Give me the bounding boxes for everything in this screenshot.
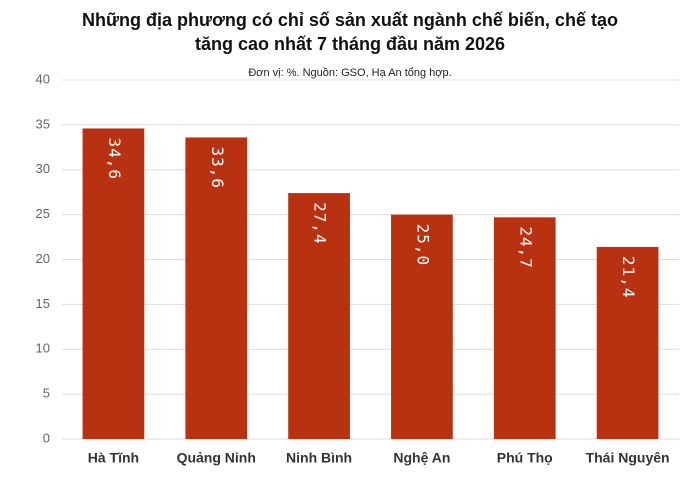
bar: [288, 193, 350, 439]
y-tick-label: 15: [36, 296, 50, 311]
y-tick-label: 5: [43, 386, 50, 401]
x-tick-label: Thái Nguyên: [586, 450, 670, 466]
y-tick-label: 10: [36, 341, 50, 356]
chart-title: tăng cao nhất 7 tháng đầu năm 2026: [195, 34, 505, 54]
bar: [82, 128, 145, 439]
value-label: 27,4: [311, 202, 330, 245]
value-label: 24,7: [516, 226, 535, 269]
chart-subtitle: Đơn vị: %. Nguồn: GSO, Hạ An tổng hợp.: [248, 67, 451, 79]
x-tick-label: Ninh Bình: [286, 450, 352, 466]
y-tick-label: 40: [36, 71, 50, 86]
x-tick-label: Phú Thọ: [497, 450, 553, 466]
value-label: 33,6: [208, 146, 227, 189]
y-tick-label: 0: [43, 430, 50, 445]
x-tick-label: Quảng Ninh: [177, 450, 256, 466]
value-label: 34,6: [105, 137, 124, 180]
bar: [493, 217, 556, 439]
x-tick-label: Nghệ An: [393, 450, 450, 466]
y-tick-label: 35: [36, 116, 50, 131]
bar: [391, 214, 453, 439]
chart-title: Những địa phương có chỉ số sản xuất ngàn…: [82, 10, 618, 30]
y-tick-label: 25: [36, 206, 50, 221]
value-label: 25,0: [413, 224, 432, 267]
y-tick-label: 30: [36, 161, 50, 176]
x-tick-label: Hà Tĩnh: [88, 450, 139, 466]
y-tick-label: 20: [36, 251, 50, 266]
bar: [596, 246, 659, 439]
bar: [185, 137, 248, 439]
value-label: 21,4: [619, 256, 638, 299]
